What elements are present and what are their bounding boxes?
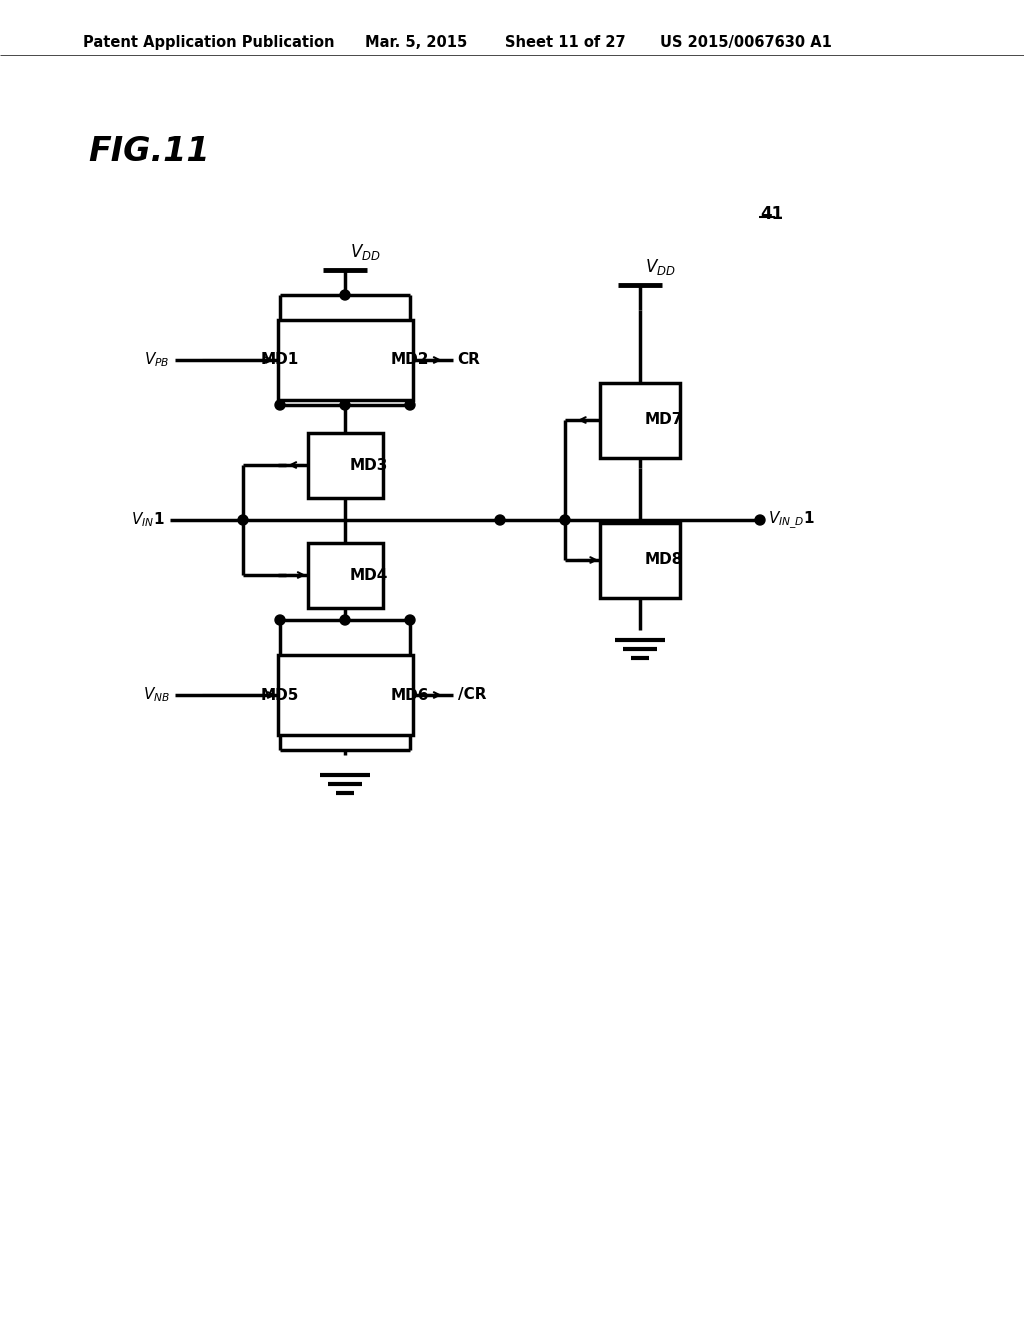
Circle shape <box>495 515 505 525</box>
Text: $V_{DD}$: $V_{DD}$ <box>645 257 676 277</box>
Text: MD2: MD2 <box>391 352 429 367</box>
Bar <box>307 543 383 607</box>
Bar <box>278 655 413 735</box>
Text: MD8: MD8 <box>645 553 683 568</box>
Text: $V_{IN\_D}$1: $V_{IN\_D}$1 <box>768 510 815 531</box>
Circle shape <box>755 515 765 525</box>
Circle shape <box>275 615 285 624</box>
Circle shape <box>340 615 350 624</box>
Bar <box>600 523 680 598</box>
Text: $V_{PB}$: $V_{PB}$ <box>144 351 170 370</box>
Text: Patent Application Publication: Patent Application Publication <box>83 36 335 50</box>
Circle shape <box>238 515 248 525</box>
Text: MD3: MD3 <box>350 458 388 473</box>
Text: MD1: MD1 <box>261 352 299 367</box>
Bar <box>307 433 383 498</box>
Circle shape <box>275 400 285 411</box>
Text: MD7: MD7 <box>645 412 683 428</box>
Circle shape <box>406 615 415 624</box>
Text: /CR: /CR <box>458 688 486 702</box>
Text: MD5: MD5 <box>261 688 299 702</box>
Text: $V_{IN}$1: $V_{IN}$1 <box>131 511 165 529</box>
Circle shape <box>406 400 415 411</box>
Text: $V_{DD}$: $V_{DD}$ <box>350 242 381 261</box>
Text: 41: 41 <box>760 205 783 223</box>
Text: MD4: MD4 <box>350 568 388 582</box>
Circle shape <box>340 290 350 300</box>
Text: MD6: MD6 <box>391 688 429 702</box>
Circle shape <box>560 515 570 525</box>
Text: US 2015/0067630 A1: US 2015/0067630 A1 <box>660 36 831 50</box>
Text: FIG.11: FIG.11 <box>88 135 210 168</box>
Text: CR: CR <box>458 352 480 367</box>
Bar <box>278 319 413 400</box>
Text: Sheet 11 of 27: Sheet 11 of 27 <box>505 36 626 50</box>
Circle shape <box>340 400 350 411</box>
Bar <box>600 383 680 458</box>
Text: Mar. 5, 2015: Mar. 5, 2015 <box>365 36 467 50</box>
Text: $V_{NB}$: $V_{NB}$ <box>143 685 170 705</box>
